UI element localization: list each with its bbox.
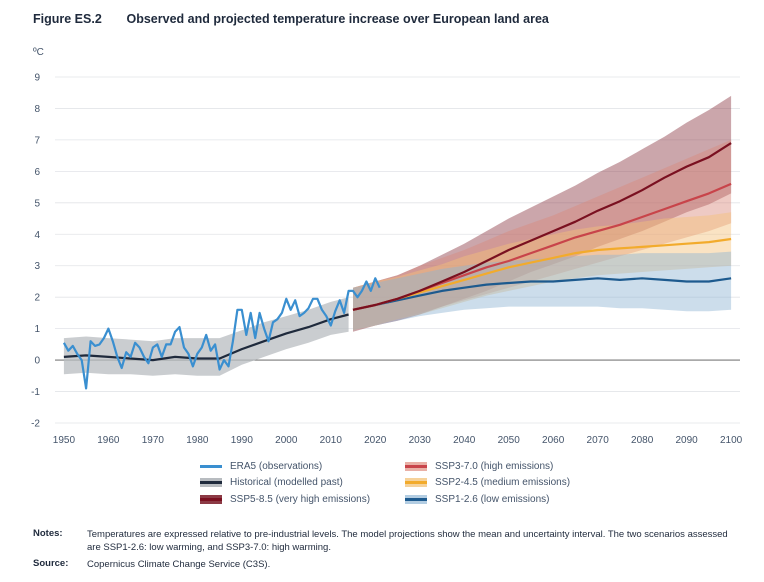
x-tick-label: 2040 [453, 435, 476, 446]
y-tick-label: 2 [34, 293, 40, 304]
legend-swatch-ssp245 [405, 478, 427, 488]
band-historical [63, 297, 349, 376]
series-line-ssp1-2.6 [352, 277, 732, 311]
legend-swatch-era5 [200, 462, 222, 471]
legend-label-historical: Historical (modelled past) [230, 477, 343, 489]
band-ssp1-2.6 [353, 251, 732, 331]
legend-column-left: ERA5 (observations) Historical (modelled… [200, 458, 370, 508]
notes-text: Temperatures are expressed relative to p… [87, 529, 728, 553]
y-tick-label: -1 [31, 387, 40, 398]
series-line-ssp2-4.5 [352, 237, 732, 311]
x-tick-label: 2100 [720, 435, 743, 446]
y-axis-unit: ºC [33, 47, 44, 58]
source-text: Copernicus Climate Change Service (C3S). [87, 559, 271, 570]
series-line-ssp5-8.5 [352, 142, 732, 311]
x-tick-label: 2010 [320, 435, 343, 446]
source-label: Source: [33, 558, 69, 569]
legend-item-ssp126: SSP1-2.6 (low emissions) [405, 491, 570, 508]
y-tick-label: 6 [34, 167, 40, 178]
y-tick-label: 7 [34, 135, 40, 146]
x-tick-label: 2020 [364, 435, 387, 446]
legend-label-ssp245: SSP2-4.5 (medium emissions) [435, 477, 571, 489]
figure-title: Observed and projected temperature incre… [126, 12, 549, 26]
legend-swatch-historical [200, 478, 222, 488]
y-tick-label: 0 [34, 356, 40, 367]
temperature-chart: -2 -1 0 1 2 3 4 5 6 7 8 9 ºC 1950 1960 1970 1980 1990 2000… [31, 47, 743, 446]
x-tick-label: 1990 [231, 435, 254, 446]
x-tick-label: 2030 [409, 435, 432, 446]
y-tick-label: 9 [34, 73, 40, 84]
x-tick-label: 1970 [142, 435, 165, 446]
x-tick-label: 2000 [275, 435, 298, 446]
x-tick-label: 1950 [53, 435, 76, 446]
series-line-historical [63, 313, 349, 362]
x-tick-label: 2050 [498, 435, 521, 446]
legend-item-ssp370: SSP3-7.0 (high emissions) [405, 458, 570, 475]
legend-swatch-ssp370 [405, 461, 427, 471]
legend-item-ssp585: SSP5-8.5 (very high emissions) [200, 491, 370, 508]
legend-label-ssp370: SSP3-7.0 (high emissions) [435, 460, 554, 472]
legend-label-era5: ERA5 (observations) [230, 460, 323, 472]
legend-column-right: SSP3-7.0 (high emissions) SSP2-4.5 (medi… [405, 458, 570, 508]
x-tick-label: 2070 [587, 435, 610, 446]
notes-label: Notes: [33, 528, 63, 539]
y-tick-label: 4 [34, 230, 40, 241]
x-tick-label: 1980 [186, 435, 209, 446]
y-tick-label: 8 [34, 104, 40, 115]
x-tick-label: 2090 [675, 435, 698, 446]
figure-label: Figure ES.2 [33, 12, 102, 26]
source-row: Source: Copernicus Climate Change Servic… [33, 558, 743, 571]
legend-label-ssp585: SSP5-8.5 (very high emissions) [230, 493, 371, 505]
y-tick-label: 3 [34, 261, 40, 272]
legend-label-ssp126: SSP1-2.6 (low emissions) [435, 493, 550, 505]
figure-header: Figure ES.2 Observed and projected tempe… [33, 12, 549, 26]
y-tick-label: 1 [34, 324, 40, 335]
y-tick-label: -2 [31, 419, 40, 430]
band-ssp5-8.5 [353, 95, 732, 332]
legend-swatch-ssp126 [405, 494, 427, 504]
figure-notes: Notes: Temperatures are expressed relati… [33, 528, 743, 575]
legend-item-historical: Historical (modelled past) [200, 475, 370, 492]
series-line-era5 [62, 277, 381, 390]
legend-swatch-ssp585 [200, 494, 222, 504]
notes-row: Notes: Temperatures are expressed relati… [33, 528, 743, 554]
x-tick-label: 2080 [631, 435, 654, 446]
x-tick-label: 1960 [97, 435, 120, 446]
legend-item-ssp245: SSP2-4.5 (medium emissions) [405, 475, 570, 492]
band-ssp2-4.5 [353, 212, 732, 331]
x-tick-label: 2060 [542, 435, 565, 446]
legend-item-era5: ERA5 (observations) [200, 458, 370, 475]
y-tick-label: 5 [34, 198, 40, 209]
